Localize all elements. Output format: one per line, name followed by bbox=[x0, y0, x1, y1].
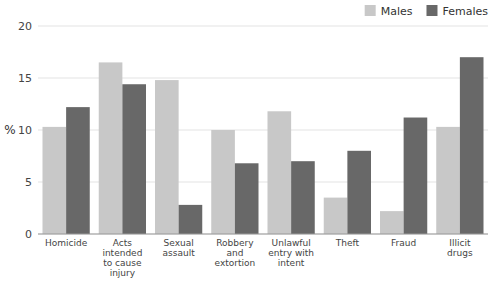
bar bbox=[179, 205, 203, 234]
x-tick-label: Unlawfulentry withintent bbox=[268, 238, 314, 268]
legend: Females Males bbox=[365, 5, 489, 18]
x-axis-line bbox=[38, 234, 488, 235]
bar bbox=[235, 163, 259, 234]
x-tick-label: Theft bbox=[335, 238, 360, 248]
x-tick-label: Robberyandextortion bbox=[215, 238, 256, 268]
bar bbox=[268, 111, 292, 234]
bar bbox=[43, 127, 67, 234]
bar bbox=[460, 57, 484, 234]
chart-container: 0 5 10 15 20% Homicide Actsintendedto causeinj… bbox=[0, 0, 496, 284]
x-tick-label: Sexualassault bbox=[163, 238, 196, 258]
y-tick-label: 0 bbox=[25, 228, 32, 241]
x-tick-label: Fraud bbox=[391, 238, 416, 248]
bar bbox=[436, 127, 460, 234]
grid-line bbox=[38, 26, 488, 27]
bar bbox=[66, 107, 90, 234]
chart: 0 5 10 15 20% Homicide Actsintendedto causeinj… bbox=[0, 0, 496, 284]
y-tick-label: 5 bbox=[25, 176, 32, 189]
bar bbox=[155, 80, 179, 234]
bar bbox=[211, 130, 235, 234]
bar bbox=[99, 62, 123, 234]
bar bbox=[404, 118, 428, 234]
x-tick-label: Actsintendedto causeinjury bbox=[102, 238, 142, 278]
y-axis-label: % bbox=[4, 123, 15, 137]
bar bbox=[291, 161, 315, 234]
bar bbox=[122, 84, 146, 234]
legend-label: Males bbox=[381, 5, 413, 18]
bar bbox=[380, 211, 404, 234]
legend-swatch bbox=[426, 5, 437, 16]
bar bbox=[347, 151, 371, 234]
legend-label: Females bbox=[442, 5, 488, 18]
bars bbox=[43, 57, 484, 234]
y-tick-label: 10 bbox=[18, 124, 32, 137]
bar bbox=[324, 198, 348, 234]
x-tick-label: Illicitdrugs bbox=[447, 238, 473, 258]
y-tick-label: 15 bbox=[18, 72, 32, 85]
y-tick-label: 20 bbox=[18, 20, 32, 33]
x-tick-label: Homicide bbox=[45, 238, 88, 248]
grid-line bbox=[38, 234, 488, 235]
legend-swatch bbox=[365, 5, 376, 16]
